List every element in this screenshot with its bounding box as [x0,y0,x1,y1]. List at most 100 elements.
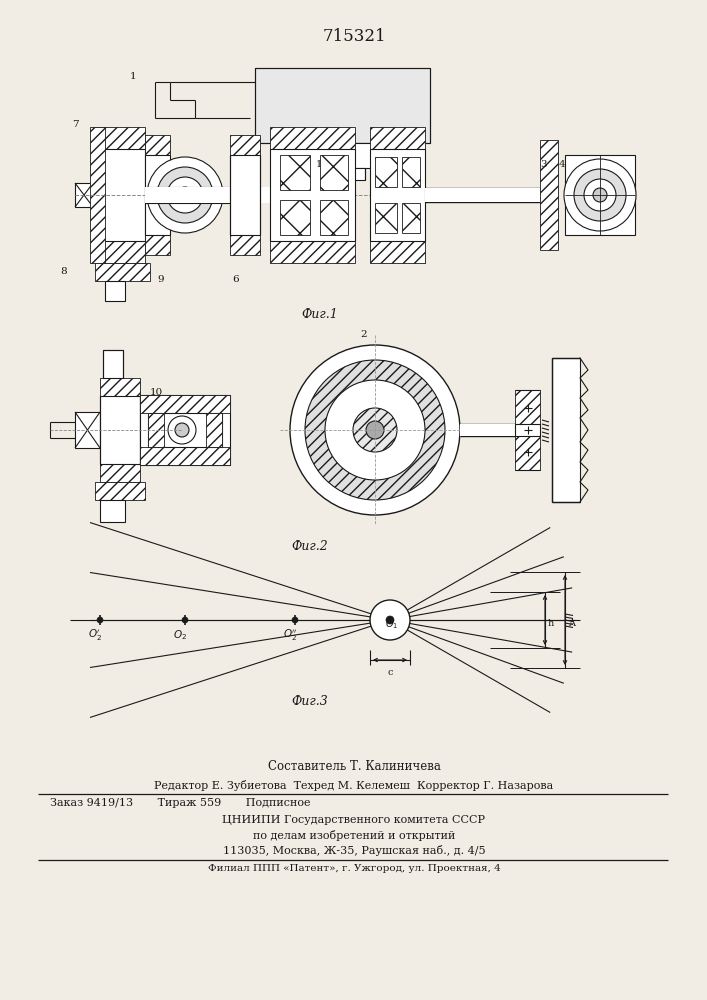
Text: Филиал ППП «Патент», г. Ужгород, ул. Проектная, 4: Филиал ППП «Патент», г. Ужгород, ул. Про… [208,864,501,873]
Bar [140,447,230,465]
Bar [565,155,635,235]
Bar [95,149,145,241]
Text: 4: 4 [559,160,566,169]
Bar [100,378,140,396]
Bar [103,350,123,378]
Bar [425,188,540,202]
Bar [230,235,260,255]
Text: $O_2''$: $O_2''$ [283,628,298,643]
Text: 12: 12 [316,160,329,169]
Circle shape [353,408,397,452]
Bar [206,413,222,447]
Bar [100,464,140,482]
Text: 6: 6 [232,275,239,284]
Bar [95,127,145,149]
Bar [75,412,100,448]
Bar [145,235,170,255]
Text: $O_2'$: $O_2'$ [88,628,102,643]
Bar [270,241,355,263]
Text: c: c [387,668,393,677]
Bar [95,263,150,281]
Bar [370,241,425,263]
Text: 3: 3 [540,160,547,169]
Text: ЦНИИПИ Государственного комитета СССР: ЦНИИПИ Государственного комитета СССР [223,815,486,825]
Text: $O_2$: $O_2$ [173,628,187,642]
Circle shape [182,617,188,623]
Bar [95,241,145,263]
Text: 1: 1 [130,72,136,81]
Bar [90,127,105,263]
Bar [95,482,145,500]
Bar [300,143,385,168]
Bar [75,183,93,207]
Text: Фиг.3: Фиг.3 [291,695,328,708]
Bar [140,395,230,413]
Bar [255,68,430,143]
Circle shape [584,179,616,211]
Bar [270,149,355,241]
Circle shape [177,187,193,203]
Circle shape [157,167,213,223]
Text: A: A [568,619,575,629]
Bar [105,281,125,301]
Text: Заказ 9419/13       Тираж 559       Подписное: Заказ 9419/13 Тираж 559 Подписное [50,798,310,808]
Bar [515,390,540,424]
Bar [540,140,558,250]
Text: h: h [548,619,554,629]
Text: Составитель Т. Калиничева: Составитель Т. Калиничева [267,760,440,773]
Circle shape [147,157,223,233]
Bar [280,155,310,190]
Bar [460,424,540,436]
Text: 715321: 715321 [322,28,386,45]
Circle shape [366,421,384,439]
Bar [370,149,425,241]
Bar [230,135,260,155]
Text: 8: 8 [60,267,66,276]
Circle shape [325,380,425,480]
Bar [140,395,230,465]
Circle shape [168,416,196,444]
Text: 2: 2 [360,330,367,339]
Circle shape [574,169,626,221]
Bar [280,200,310,235]
Bar [552,358,580,502]
Text: 7: 7 [72,120,78,129]
Bar [320,155,348,190]
Text: 5: 5 [375,160,382,169]
Text: $O_1$: $O_1$ [385,617,399,631]
Bar [148,413,222,447]
Bar [145,155,170,235]
Bar [402,157,420,187]
Text: 9: 9 [157,275,163,284]
Bar [100,396,140,464]
Circle shape [593,188,607,202]
Circle shape [386,616,394,624]
Text: Фиг.2: Фиг.2 [291,540,328,553]
Bar [270,127,355,149]
Circle shape [97,617,103,623]
Bar [148,413,164,447]
Bar [515,436,540,470]
Text: Фиг.1: Фиг.1 [302,308,339,321]
Circle shape [370,600,410,640]
Text: 11: 11 [292,160,305,169]
Circle shape [167,177,203,213]
Bar [375,157,397,187]
Text: 10: 10 [150,388,163,397]
Circle shape [305,360,445,500]
Bar [230,155,260,235]
Text: Редактор Е. Зубиетова  Техред М. Келемеш  Корректор Г. Назарова: Редактор Е. Зубиетова Техред М. Келемеш … [154,780,554,791]
Circle shape [290,345,460,515]
Bar [145,135,170,155]
Circle shape [175,423,189,437]
Bar [515,424,540,436]
Bar [370,127,425,149]
Text: 113035, Москва, Ж-35, Раушская наб., д. 4/5: 113035, Москва, Ж-35, Раушская наб., д. … [223,845,485,856]
Text: по делам изобретений и открытий: по делам изобретений и открытий [253,830,455,841]
Bar [320,168,365,180]
Bar [145,187,335,203]
Bar [320,200,348,235]
Bar [375,203,397,233]
Circle shape [564,159,636,231]
Circle shape [292,617,298,623]
